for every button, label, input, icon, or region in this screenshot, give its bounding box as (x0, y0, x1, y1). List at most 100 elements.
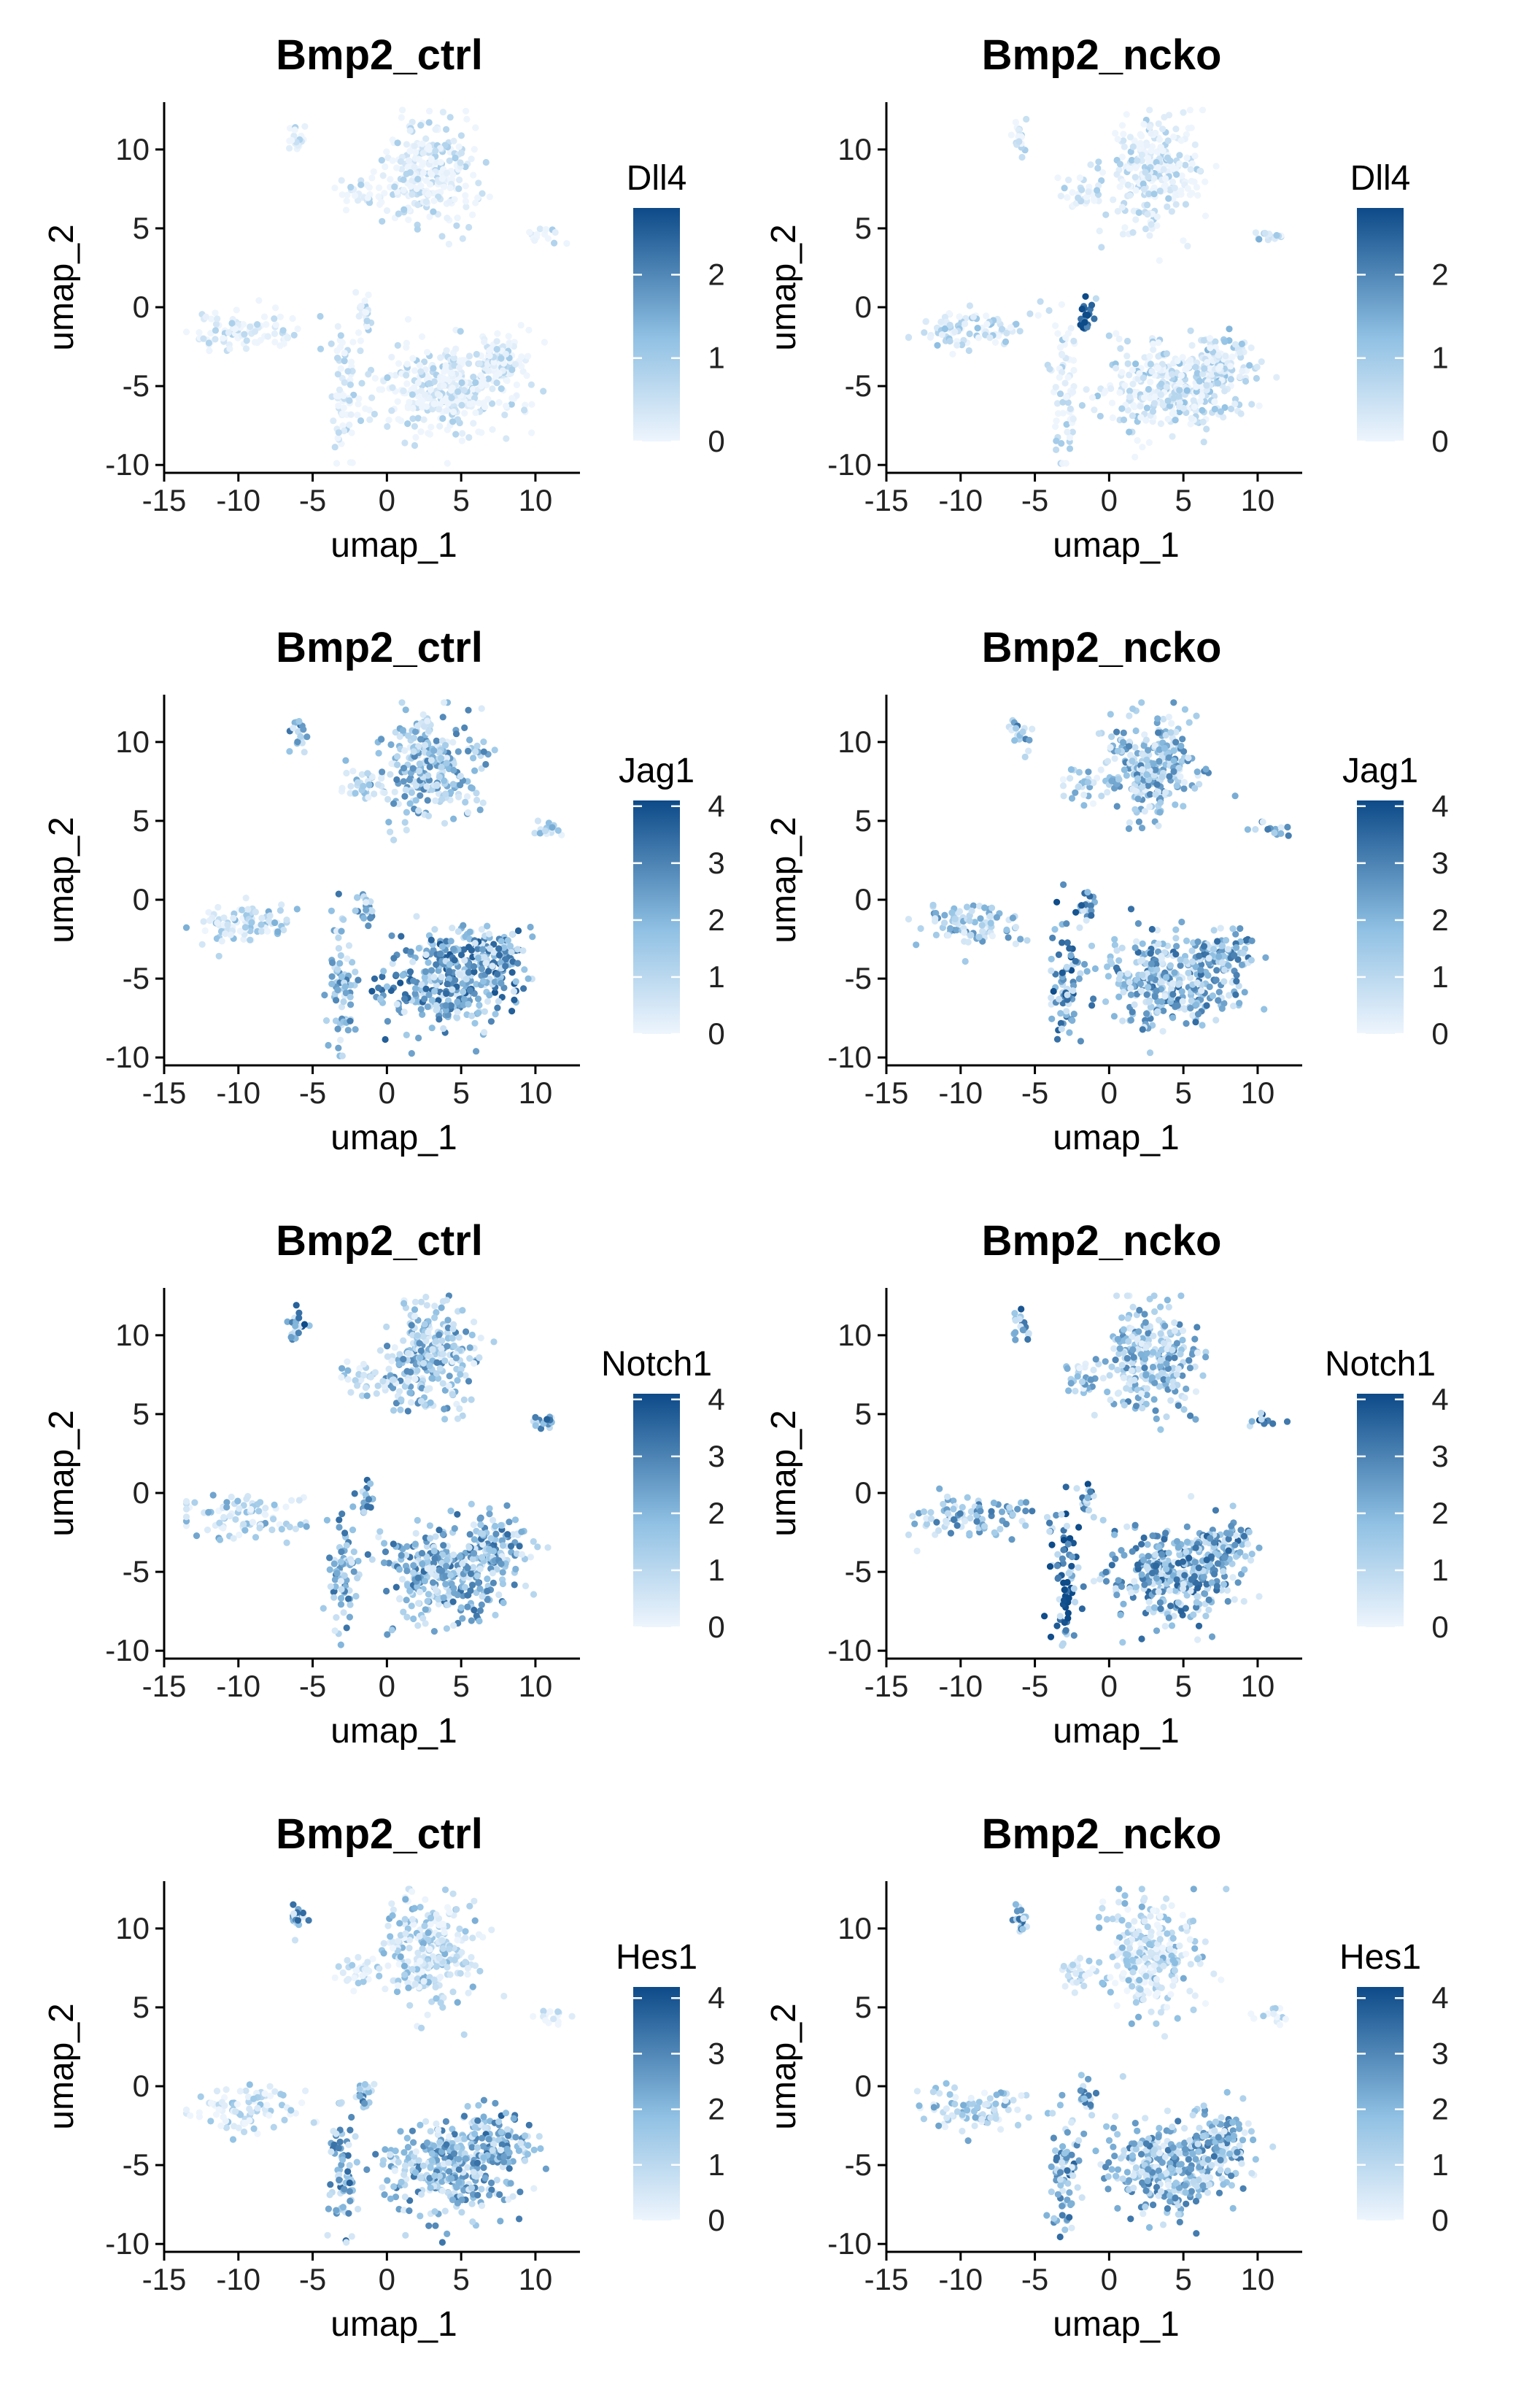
y-tick-label: 0 (133, 882, 150, 916)
data-point (338, 410, 347, 417)
data-point (1109, 414, 1116, 422)
data-point (454, 388, 462, 395)
data-point (1147, 950, 1154, 957)
data-point (514, 960, 522, 967)
data-point (351, 1490, 358, 1497)
data-point (1164, 137, 1172, 144)
data-point (257, 1499, 264, 1506)
data-point (1113, 803, 1121, 810)
data-point (1183, 1020, 1190, 1027)
data-point (1177, 956, 1184, 963)
data-point (989, 933, 996, 940)
data-point (403, 360, 411, 368)
data-point (1191, 153, 1199, 160)
data-point (200, 335, 207, 342)
data-point (441, 1416, 449, 1423)
data-point (962, 320, 969, 328)
data-point (1127, 984, 1134, 992)
data-point (1177, 962, 1184, 969)
data-point (1191, 141, 1199, 148)
data-point (1256, 236, 1263, 243)
data-point (438, 1337, 446, 1344)
data-point (1203, 1002, 1210, 1009)
data-point (216, 1536, 224, 1543)
x-tick-label: 10 (519, 1669, 553, 1703)
data-point (196, 329, 203, 336)
legend-tick-label: 0 (1431, 424, 1448, 458)
data-point (248, 919, 255, 926)
data-point (1123, 352, 1131, 360)
data-point (512, 1565, 519, 1572)
data-point (489, 385, 496, 393)
data-point (1059, 398, 1067, 406)
data-point (476, 1515, 484, 1523)
x-tick-label: 10 (1241, 1076, 1275, 1110)
data-point (540, 387, 547, 395)
data-point (328, 340, 335, 347)
data-point (1075, 975, 1083, 982)
data-point (226, 345, 233, 352)
data-point (1096, 227, 1103, 235)
data-point (414, 201, 422, 209)
data-point (464, 1564, 471, 1572)
data-point (1143, 404, 1150, 412)
data-point (441, 819, 449, 827)
data-point (383, 207, 391, 215)
data-point (482, 960, 490, 967)
data-point (1207, 344, 1214, 352)
data-point (1144, 155, 1152, 162)
data-point (1150, 760, 1157, 768)
data-point (1277, 824, 1285, 831)
data-point (295, 1314, 303, 1321)
y-tick-label: 10 (115, 725, 150, 759)
data-point (1221, 404, 1229, 412)
data-point (214, 919, 221, 927)
data-point (472, 199, 479, 207)
data-point (390, 836, 398, 844)
data-point (243, 1495, 250, 1502)
data-point (457, 159, 464, 166)
data-point (1151, 993, 1158, 1000)
data-point (411, 384, 418, 391)
data-point (455, 143, 463, 150)
data-point (1123, 1292, 1131, 1300)
data-point (333, 1614, 340, 1621)
data-point (341, 358, 348, 365)
data-point (1167, 729, 1175, 736)
data-point (401, 206, 408, 213)
data-point (378, 157, 385, 164)
data-point (431, 1303, 438, 1310)
data-point (468, 1617, 475, 1624)
data-point (335, 934, 342, 941)
data-point (460, 387, 468, 394)
data-point (292, 1322, 299, 1330)
legend-colorbar (1357, 800, 1404, 1034)
data-point (360, 1508, 368, 1516)
data-point (408, 1321, 415, 1329)
data-point (367, 1480, 374, 1487)
data-point (965, 347, 972, 355)
data-point (525, 352, 532, 360)
legend-tick-label: 2 (708, 257, 724, 291)
data-point (350, 391, 357, 398)
data-point (511, 1516, 519, 1524)
data-point (357, 417, 365, 425)
data-point (1192, 1388, 1200, 1395)
data-point (520, 985, 527, 992)
data-point (1153, 222, 1161, 229)
data-point (1067, 325, 1075, 332)
data-point (1215, 989, 1223, 996)
data-point (300, 726, 307, 733)
data-point (394, 341, 401, 349)
data-point (384, 1018, 392, 1025)
data-point (492, 1522, 499, 1530)
data-point (1193, 712, 1200, 719)
data-point (379, 386, 386, 393)
data-point (508, 1008, 516, 1015)
data-point (336, 960, 344, 967)
data-point (1118, 405, 1126, 412)
data-point (1246, 362, 1253, 369)
data-point (414, 1332, 421, 1339)
data-point (1152, 791, 1159, 798)
data-point (1121, 1402, 1128, 1409)
